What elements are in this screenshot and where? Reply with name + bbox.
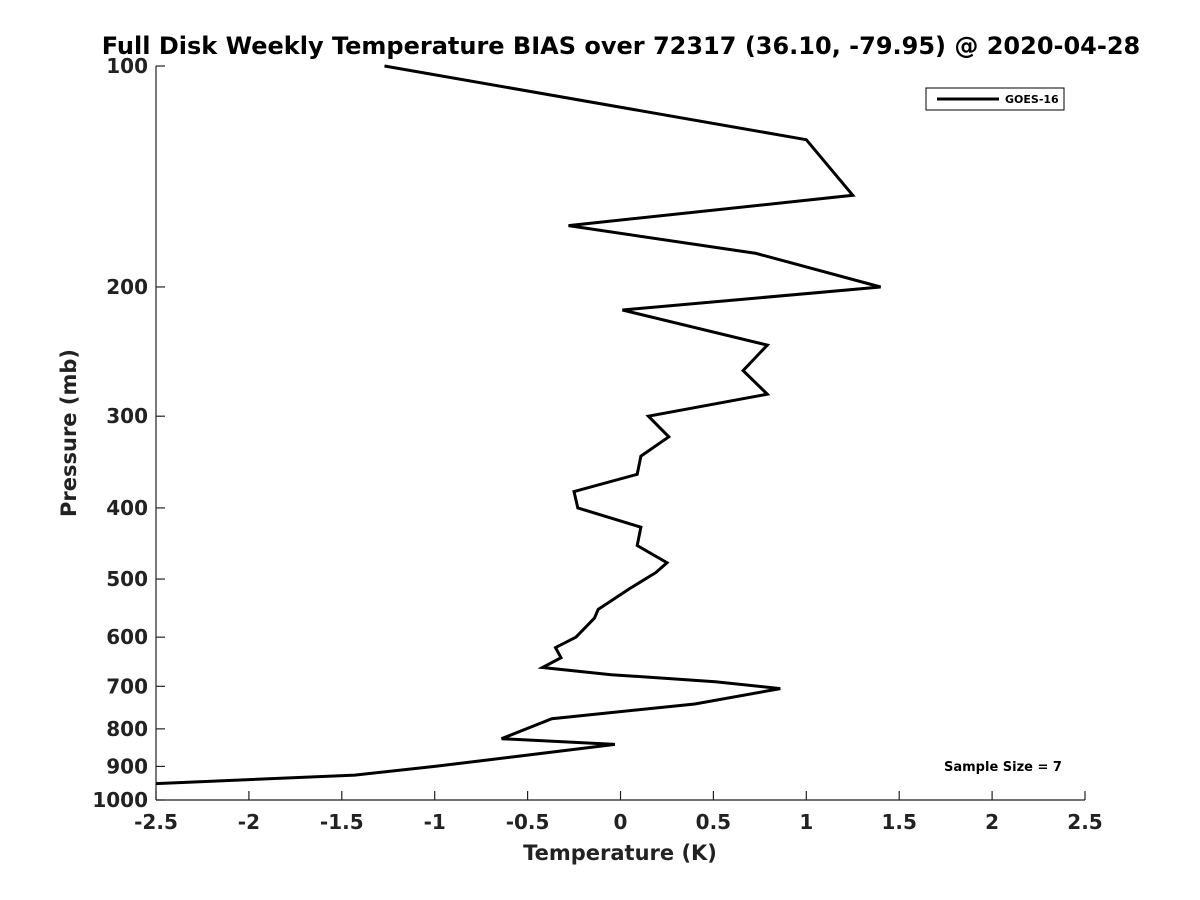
y-tick-label: 1000: [92, 788, 148, 812]
legend-label-goes-16: GOES-16: [1005, 93, 1059, 106]
y-tick-label: 300: [106, 404, 148, 428]
legend: GOES-16: [925, 87, 1065, 111]
y-tick-label: 500: [106, 567, 148, 591]
x-tick-label: -2: [238, 810, 260, 834]
x-tick-label: 2.5: [1067, 810, 1102, 834]
x-tick-label: 0.5: [696, 810, 731, 834]
x-tick-label: -1: [424, 810, 446, 834]
sample-size-annotation: Sample Size = 7: [944, 760, 1062, 775]
plot-frame: [155, 66, 1085, 801]
y-tick-label: 800: [106, 717, 148, 741]
x-tick-label: 1.5: [881, 810, 916, 834]
x-tick-label: 0: [614, 810, 628, 834]
x-tick-label: -2.5: [134, 810, 178, 834]
y-tick-label: 900: [106, 754, 148, 778]
y-ticks: 100 200 300 400 500 600 700 800 900 1000: [92, 54, 165, 812]
y-tick-label: 200: [106, 275, 148, 299]
x-tick-label: 2: [985, 810, 999, 834]
y-axis-label: Pressure (mb): [57, 349, 81, 517]
x-tick-label: -1.5: [320, 810, 364, 834]
y-tick-label: 600: [106, 625, 148, 649]
y-tick-label: 400: [106, 496, 148, 520]
x-ticks: -2.5 -2 -1.5 -1 -0.5 0 0.5 1 1.5 2 2.5: [134, 791, 1103, 834]
y-tick-label: 700: [106, 674, 148, 698]
x-tick-label: -0.5: [506, 810, 550, 834]
y-tick-label: 100: [106, 54, 148, 78]
x-axis-label: Temperature (K): [523, 841, 717, 865]
chart-title: Full Disk Weekly Temperature BIAS over 7…: [102, 32, 1141, 60]
goes-16-series-line: [155, 64, 881, 786]
x-tick-label: 1: [799, 810, 813, 834]
